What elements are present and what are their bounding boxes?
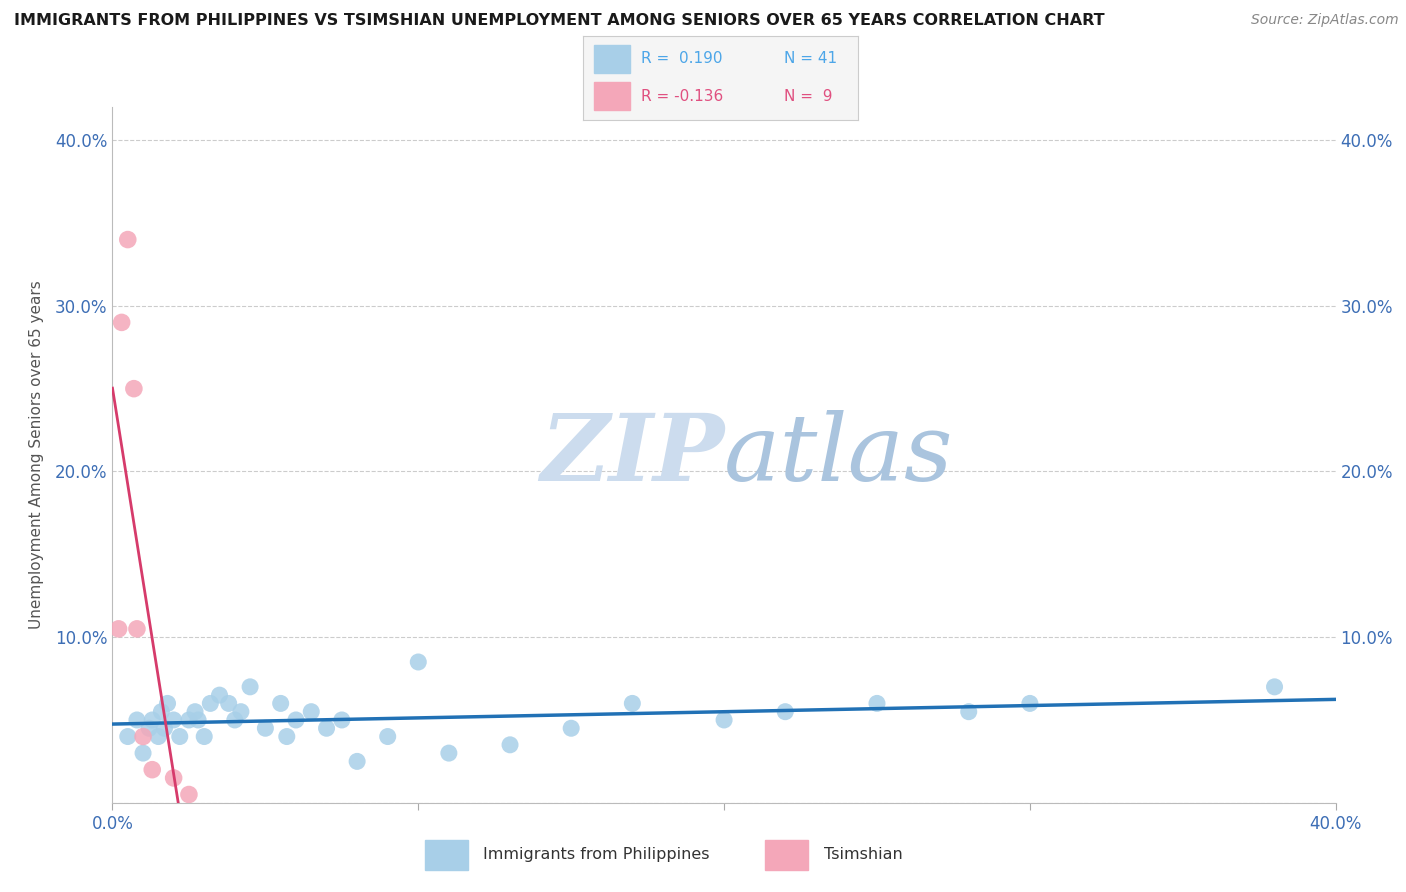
Point — [437, 746, 460, 760]
Text: ZIP: ZIP — [540, 410, 724, 500]
Point — [163, 771, 186, 785]
Point — [132, 730, 155, 744]
Point — [148, 730, 170, 744]
Point — [866, 697, 889, 711]
Bar — [595, 82, 630, 111]
Point — [254, 721, 277, 735]
Point — [315, 721, 337, 735]
Point — [111, 315, 134, 329]
Point — [169, 730, 191, 744]
Point — [117, 233, 139, 247]
Point — [125, 713, 148, 727]
Point — [208, 688, 231, 702]
Point — [150, 705, 173, 719]
Point — [1264, 680, 1286, 694]
Point — [299, 705, 322, 719]
Point — [125, 622, 148, 636]
Point — [560, 721, 582, 735]
Point — [330, 713, 353, 727]
Point — [163, 713, 186, 727]
Point — [957, 705, 980, 719]
Point — [122, 382, 145, 396]
Point — [177, 713, 200, 727]
Point — [177, 788, 200, 802]
Point — [408, 655, 430, 669]
Point — [218, 697, 240, 711]
Point — [621, 697, 644, 711]
Point — [187, 713, 209, 727]
Point — [153, 721, 176, 735]
Point — [346, 755, 368, 769]
Text: N = 41: N = 41 — [783, 52, 837, 67]
Point — [107, 622, 129, 636]
Text: R =  0.190: R = 0.190 — [641, 52, 723, 67]
Point — [713, 713, 735, 727]
Point — [499, 738, 522, 752]
Point — [284, 713, 308, 727]
Point — [270, 697, 292, 711]
Point — [775, 705, 797, 719]
Text: Source: ZipAtlas.com: Source: ZipAtlas.com — [1251, 13, 1399, 28]
Point — [141, 713, 163, 727]
Text: R = -0.136: R = -0.136 — [641, 89, 723, 103]
Point — [141, 763, 163, 777]
Point — [1018, 697, 1040, 711]
Y-axis label: Unemployment Among Seniors over 65 years: Unemployment Among Seniors over 65 years — [30, 281, 44, 629]
Point — [224, 713, 246, 727]
Bar — [595, 45, 630, 73]
Point — [156, 697, 179, 711]
Text: IMMIGRANTS FROM PHILIPPINES VS TSIMSHIAN UNEMPLOYMENT AMONG SENIORS OVER 65 YEAR: IMMIGRANTS FROM PHILIPPINES VS TSIMSHIAN… — [14, 13, 1105, 29]
Text: N =  9: N = 9 — [783, 89, 832, 103]
Text: atlas: atlas — [724, 410, 953, 500]
Point — [138, 721, 160, 735]
Bar — [425, 840, 468, 870]
Point — [239, 680, 262, 694]
Point — [377, 730, 399, 744]
Text: Tsimshian: Tsimshian — [824, 847, 903, 862]
Point — [200, 697, 222, 711]
Point — [117, 730, 139, 744]
Point — [132, 746, 155, 760]
Point — [193, 730, 215, 744]
Text: Immigrants from Philippines: Immigrants from Philippines — [484, 847, 710, 862]
Point — [276, 730, 298, 744]
Point — [184, 705, 207, 719]
Point — [229, 705, 252, 719]
Bar — [765, 840, 808, 870]
